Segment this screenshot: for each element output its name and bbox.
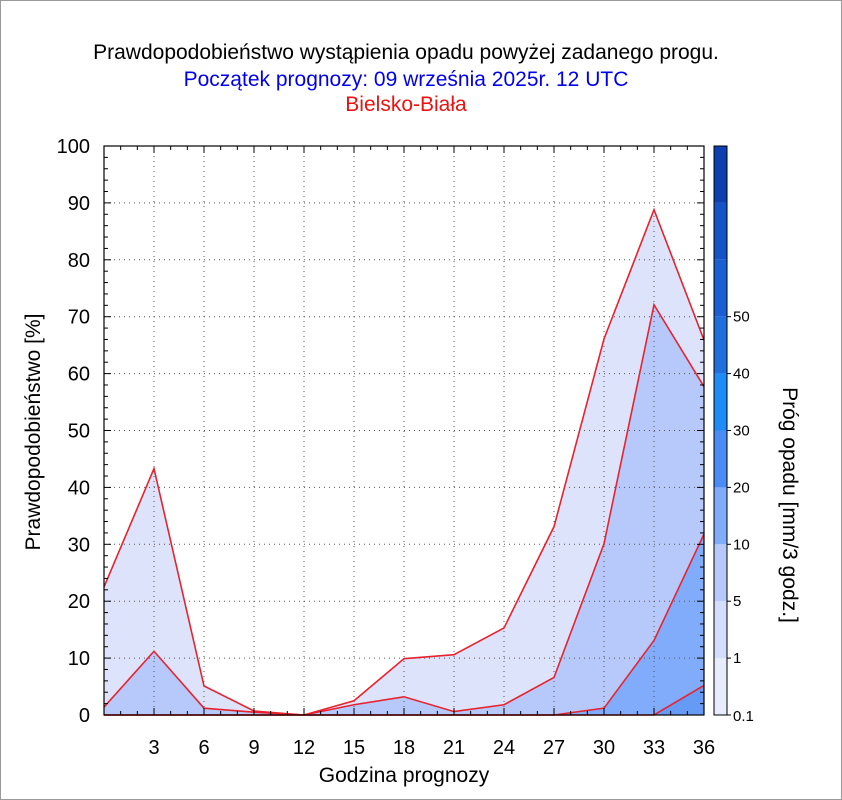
chart-location: Bielsko-Biała <box>345 93 467 116</box>
x-tick-label: 12 <box>293 737 315 759</box>
y-tick-label: 30 <box>68 534 90 556</box>
chart-title: Prawdopodobieństwo wystąpienia opadu pow… <box>93 41 719 64</box>
x-tick-labels: 3 6 9 12 15 18 21 24 27 30 33 36 <box>148 737 715 759</box>
colorbar-label: 50 <box>733 309 750 326</box>
x-axis-title: Godzina prognozy <box>319 764 490 787</box>
colorbar-segment <box>714 544 727 602</box>
y-tick-label: 70 <box>68 307 90 329</box>
x-tick-label: 18 <box>393 737 415 759</box>
colorbar-segment <box>714 430 727 488</box>
x-tick-label: 15 <box>343 737 365 759</box>
y-tick-label: 60 <box>68 364 90 386</box>
x-tick-label: 9 <box>248 737 259 759</box>
area-layers <box>104 209 704 715</box>
colorbar-segment <box>714 601 727 659</box>
colorbar-segment <box>714 487 727 545</box>
y-tick-label: 0 <box>79 705 90 727</box>
area-threshold-0.1 <box>104 209 704 715</box>
x-tick-label: 33 <box>643 737 665 759</box>
y-tick-labels: 0 10 20 30 40 50 60 70 80 90 100 <box>57 136 90 727</box>
y-tick-label: 90 <box>68 193 90 215</box>
y-tick-label: 100 <box>57 136 90 158</box>
colorbar-label: 0.1 <box>733 708 754 725</box>
colorbar-segment <box>714 259 727 317</box>
x-tick-label: 3 <box>148 737 159 759</box>
colorbar-title: Próg opadu [mm/3 godz.] <box>778 387 801 623</box>
colorbar-label: 40 <box>733 366 750 383</box>
colorbar-label: 30 <box>733 423 750 440</box>
x-tick-label: 36 <box>693 737 715 759</box>
colorbar-segment <box>714 202 727 260</box>
y-axis-title: Prawdopodobieństwo [%] <box>22 314 45 551</box>
y-tick-label: 80 <box>68 250 90 272</box>
colorbar-segment <box>714 146 727 203</box>
line-threshold-0.1 <box>103 207 705 716</box>
y-tick-label: 20 <box>68 591 90 613</box>
colorbar-label: 5 <box>733 593 741 610</box>
y-tick-label: 50 <box>68 421 90 443</box>
area-threshold-5 <box>104 534 704 715</box>
colorbar-label: 10 <box>733 536 750 553</box>
colorbar: 0.1 1 5 10 20 30 40 50 <box>713 145 754 725</box>
x-tick-label: 6 <box>198 737 209 759</box>
colorbar-segment <box>714 373 727 431</box>
chart-subtitle: Początek prognozy: 09 września 2025r. 12… <box>183 68 629 91</box>
x-tick-label: 24 <box>493 737 515 759</box>
x-tick-label: 21 <box>443 737 465 759</box>
grid-lines <box>104 146 704 715</box>
colorbar-segment <box>714 658 727 715</box>
colorbar-segment <box>714 316 727 374</box>
axis-ticks <box>104 146 704 715</box>
x-tick-label: 27 <box>543 737 565 759</box>
y-tick-label: 10 <box>68 648 90 670</box>
x-tick-label: 30 <box>593 737 615 759</box>
y-tick-label: 40 <box>68 477 90 499</box>
colorbar-label: 20 <box>733 479 750 496</box>
colorbar-label: 1 <box>733 650 741 667</box>
